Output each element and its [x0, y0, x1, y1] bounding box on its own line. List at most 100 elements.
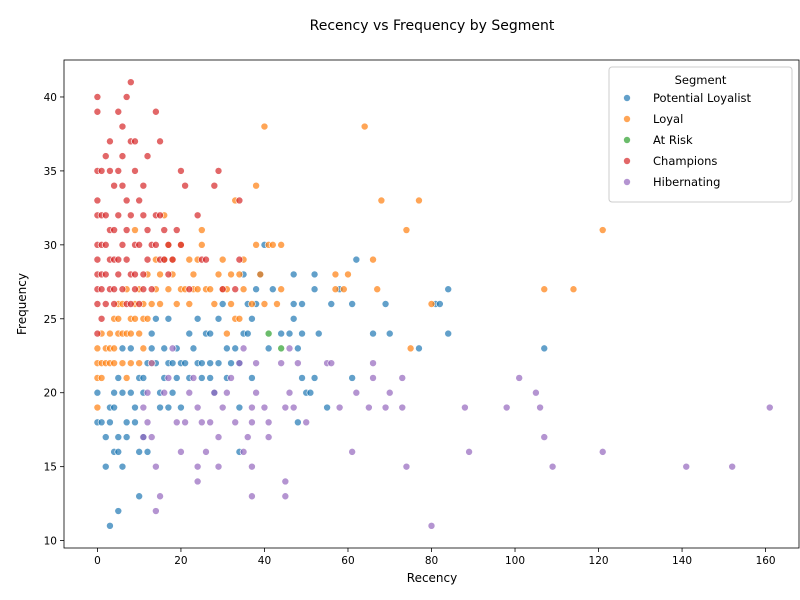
data-point [185, 388, 194, 397]
x-tick-label: 140 [672, 555, 692, 567]
x-tick-label: 20 [174, 555, 187, 567]
data-point [348, 300, 356, 308]
data-point [93, 107, 102, 116]
data-point [181, 418, 189, 427]
data-point [114, 448, 123, 456]
data-point [214, 359, 223, 367]
data-point [348, 448, 356, 456]
data-point [227, 300, 235, 308]
data-point [168, 255, 177, 264]
data-point [168, 359, 177, 367]
data-point [185, 285, 194, 294]
data-point [252, 388, 260, 397]
data-point [285, 329, 294, 338]
data-point [97, 167, 106, 175]
data-point [314, 329, 323, 338]
data-point [97, 285, 106, 294]
data-point [323, 403, 331, 412]
data-point [114, 507, 123, 515]
data-point [185, 300, 194, 308]
legend-marker [623, 178, 631, 186]
data-point [256, 270, 265, 279]
data-point [193, 211, 202, 220]
data-point [385, 388, 394, 397]
data-point [177, 241, 185, 249]
data-point [131, 418, 139, 427]
data-point [101, 270, 110, 279]
data-point [135, 300, 143, 308]
data-point [231, 418, 240, 427]
data-point [248, 300, 256, 308]
data-point [415, 196, 423, 205]
data-point [122, 255, 131, 264]
data-point [294, 344, 302, 353]
data-point [139, 181, 148, 190]
data-point [252, 181, 260, 190]
data-point [252, 241, 260, 249]
data-point [239, 448, 248, 456]
data-point [214, 433, 223, 441]
data-point [160, 388, 169, 397]
data-point [532, 388, 540, 397]
data-point [310, 285, 319, 294]
data-point [164, 403, 173, 412]
data-point [185, 329, 194, 338]
data-point [231, 285, 240, 294]
data-point [152, 314, 160, 323]
data-point [277, 359, 285, 367]
data-point [101, 152, 110, 160]
y-tick-label: 25 [44, 314, 57, 326]
data-point [110, 181, 118, 190]
legend-marker [623, 157, 631, 165]
data-point [127, 344, 135, 353]
data-point [444, 285, 453, 294]
data-point [373, 285, 382, 294]
data-point [118, 122, 127, 131]
data-point [365, 403, 373, 412]
data-point [214, 462, 223, 471]
data-point [369, 374, 377, 382]
data-point [231, 344, 240, 353]
data-point [143, 255, 152, 264]
data-point [106, 137, 114, 146]
data-point [177, 448, 185, 456]
legend-marker [623, 94, 631, 102]
data-point [198, 374, 206, 382]
data-point [156, 300, 164, 308]
data-point [106, 522, 114, 530]
data-point [131, 137, 139, 146]
data-point [398, 374, 407, 382]
data-point [198, 418, 206, 427]
data-point [93, 196, 102, 205]
data-point [139, 403, 148, 412]
data-point [436, 300, 444, 308]
data-point [765, 403, 774, 412]
data-point [156, 137, 164, 146]
data-point [277, 344, 285, 353]
data-point [198, 241, 206, 249]
data-point [164, 374, 173, 382]
y-axis: 10 15 20 25 30 35 40 [44, 92, 64, 548]
y-tick-label: 30 [44, 240, 57, 252]
data-point [143, 226, 152, 234]
data-point [152, 107, 160, 116]
data-point [143, 314, 152, 323]
data-point [210, 181, 219, 190]
data-point [118, 285, 127, 294]
y-axis-label: Frequency [15, 273, 29, 335]
legend-label: Hibernating [653, 175, 720, 189]
data-point [289, 270, 298, 279]
data-point [110, 344, 118, 353]
data-point [156, 403, 164, 412]
data-point [540, 433, 549, 441]
data-point [248, 492, 256, 501]
data-point [193, 462, 202, 471]
data-point [206, 329, 214, 338]
data-point [227, 270, 235, 279]
x-axis: 0 20 40 60 80 100 120 140 160 [94, 548, 776, 567]
data-point [235, 403, 244, 412]
data-point [139, 433, 148, 441]
data-point [260, 403, 269, 412]
data-point [235, 270, 244, 279]
